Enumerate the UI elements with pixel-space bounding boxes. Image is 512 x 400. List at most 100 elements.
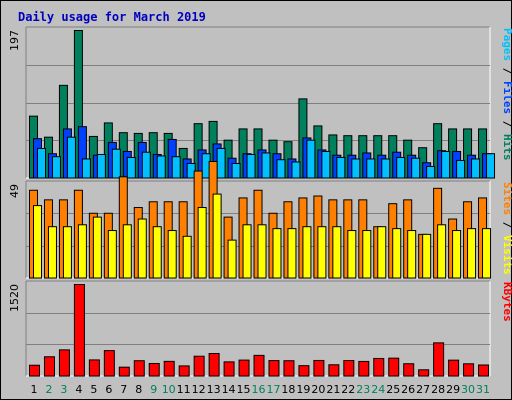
bar-pages-day-14: [231, 162, 241, 179]
bar-kbytes-day-8: [133, 360, 145, 377]
bar-kbytes-day-24: [373, 357, 385, 377]
bar-kbytes-day-28: [433, 342, 445, 377]
bar-kbytes-day-23: [358, 360, 370, 377]
day-label-28: 28: [431, 383, 445, 396]
bar-kbytes-day-15: [238, 359, 250, 377]
bar-kbytes-day-18: [283, 360, 295, 377]
bar-kbytes-day-17: [268, 360, 280, 377]
bar-pages-day-18: [291, 161, 301, 179]
bar-pages-day-21: [336, 156, 346, 179]
day-label-29: 29: [446, 383, 460, 396]
bar-pages-day-2: [51, 156, 61, 179]
ymax-label: 49: [8, 184, 21, 198]
day-label-14: 14: [222, 383, 236, 396]
bar-kbytes-day-20: [313, 359, 325, 377]
bar-visits-day-24: [377, 226, 387, 279]
bar-pages-day-17: [276, 159, 286, 179]
bar-visits-day-31: [482, 228, 492, 279]
bar-visits-day-1: [33, 205, 42, 279]
day-label-2: 2: [45, 383, 52, 396]
bar-pages-day-7: [126, 156, 136, 179]
day-label-13: 13: [207, 383, 221, 396]
day-label-17: 17: [266, 383, 280, 396]
day-label-27: 27: [416, 383, 430, 396]
bar-pages-day-4: [81, 158, 91, 179]
bar-visits-day-20: [317, 226, 327, 279]
bar-kbytes-day-3: [58, 349, 70, 377]
legend-hits: Hits: [501, 134, 512, 161]
bar-pages-day-23: [366, 158, 376, 179]
legend-: /: [501, 61, 512, 81]
bar-visits-day-14: [227, 239, 237, 279]
bar-visits-day-25: [392, 228, 402, 279]
bar-pages-day-6: [111, 148, 121, 179]
bar-visits-day-29: [452, 230, 462, 279]
side-legend: KBytes: [501, 282, 512, 322]
bar-pages-day-31: [486, 153, 496, 179]
bar-visits-day-13: [212, 193, 222, 279]
day-label-26: 26: [401, 383, 415, 396]
bar-visits-day-6: [107, 230, 117, 279]
day-label-19: 19: [296, 383, 310, 396]
bar-kbytes-day-26: [403, 363, 415, 377]
day-label-20: 20: [311, 383, 325, 396]
day-label-5: 5: [90, 383, 97, 396]
bar-pages-day-19: [306, 139, 316, 179]
bar-kbytes-day-30: [463, 363, 475, 377]
bar-kbytes-day-7: [118, 366, 130, 377]
bar-kbytes-day-10: [163, 360, 175, 377]
bar-kbytes-day-11: [178, 365, 190, 377]
bar-pages-day-24: [381, 158, 391, 179]
bar-visits-day-18: [287, 228, 297, 279]
day-label-18: 18: [281, 383, 295, 396]
legend-: /: [501, 114, 512, 134]
day-label-16: 16: [252, 383, 266, 396]
bar-visits-day-7: [122, 224, 132, 279]
bar-kbytes-day-16: [253, 354, 265, 377]
day-label-25: 25: [386, 383, 400, 396]
bar-visits-day-15: [242, 224, 252, 279]
bar-kbytes-day-21: [328, 364, 340, 377]
panel-hits-files-pages: 197 Pages / Files / Hits: [8, 26, 512, 179]
bar-visits-day-28: [437, 224, 447, 279]
day-label-31: 31: [476, 383, 490, 396]
bar-visits-day-4: [77, 224, 87, 279]
bar-visits-day-10: [167, 230, 177, 279]
bar-kbytes-day-19: [298, 365, 310, 377]
bar-visits-day-9: [152, 226, 162, 279]
bar-pages-day-3: [66, 136, 76, 179]
bar-pages-day-13: [216, 147, 226, 179]
bar-pages-day-28: [441, 150, 451, 179]
panel-visits-sites: 49 Sites / Visits: [8, 160, 512, 279]
bar-visits-day-26: [407, 230, 417, 279]
bar-visits-day-5: [92, 216, 102, 279]
bar-visits-day-27: [422, 233, 432, 279]
day-label-8: 8: [135, 383, 142, 396]
bar-pages-day-9: [156, 155, 166, 179]
day-label-9: 9: [150, 383, 157, 396]
bar-kbytes-day-29: [448, 359, 460, 377]
day-label-3: 3: [60, 383, 67, 396]
bar-pages-day-25: [396, 156, 406, 179]
ymax-label: 197: [8, 30, 21, 51]
bar-kbytes-day-1: [29, 364, 40, 377]
bar-kbytes-day-4: [73, 284, 85, 377]
legend-visits: Visits: [501, 235, 512, 275]
bar-visits-day-22: [347, 230, 357, 279]
bar-kbytes-day-25: [388, 357, 400, 377]
bar-kbytes-day-13: [208, 353, 220, 377]
bar-pages-day-5: [96, 153, 106, 179]
bar-kbytes-day-14: [223, 361, 235, 377]
day-label-22: 22: [341, 383, 355, 396]
bar-visits-day-11: [182, 235, 192, 279]
ymax-label: 1520: [8, 284, 21, 312]
day-label-4: 4: [75, 383, 82, 396]
bar-visits-day-30: [467, 228, 477, 279]
bar-visits-day-2: [47, 226, 57, 279]
bar-pages-day-29: [456, 159, 466, 179]
bar-kbytes-day-5: [88, 359, 100, 377]
bar-pages-day-22: [351, 158, 361, 179]
bar-visits-day-21: [332, 226, 342, 279]
day-label-6: 6: [105, 383, 112, 396]
